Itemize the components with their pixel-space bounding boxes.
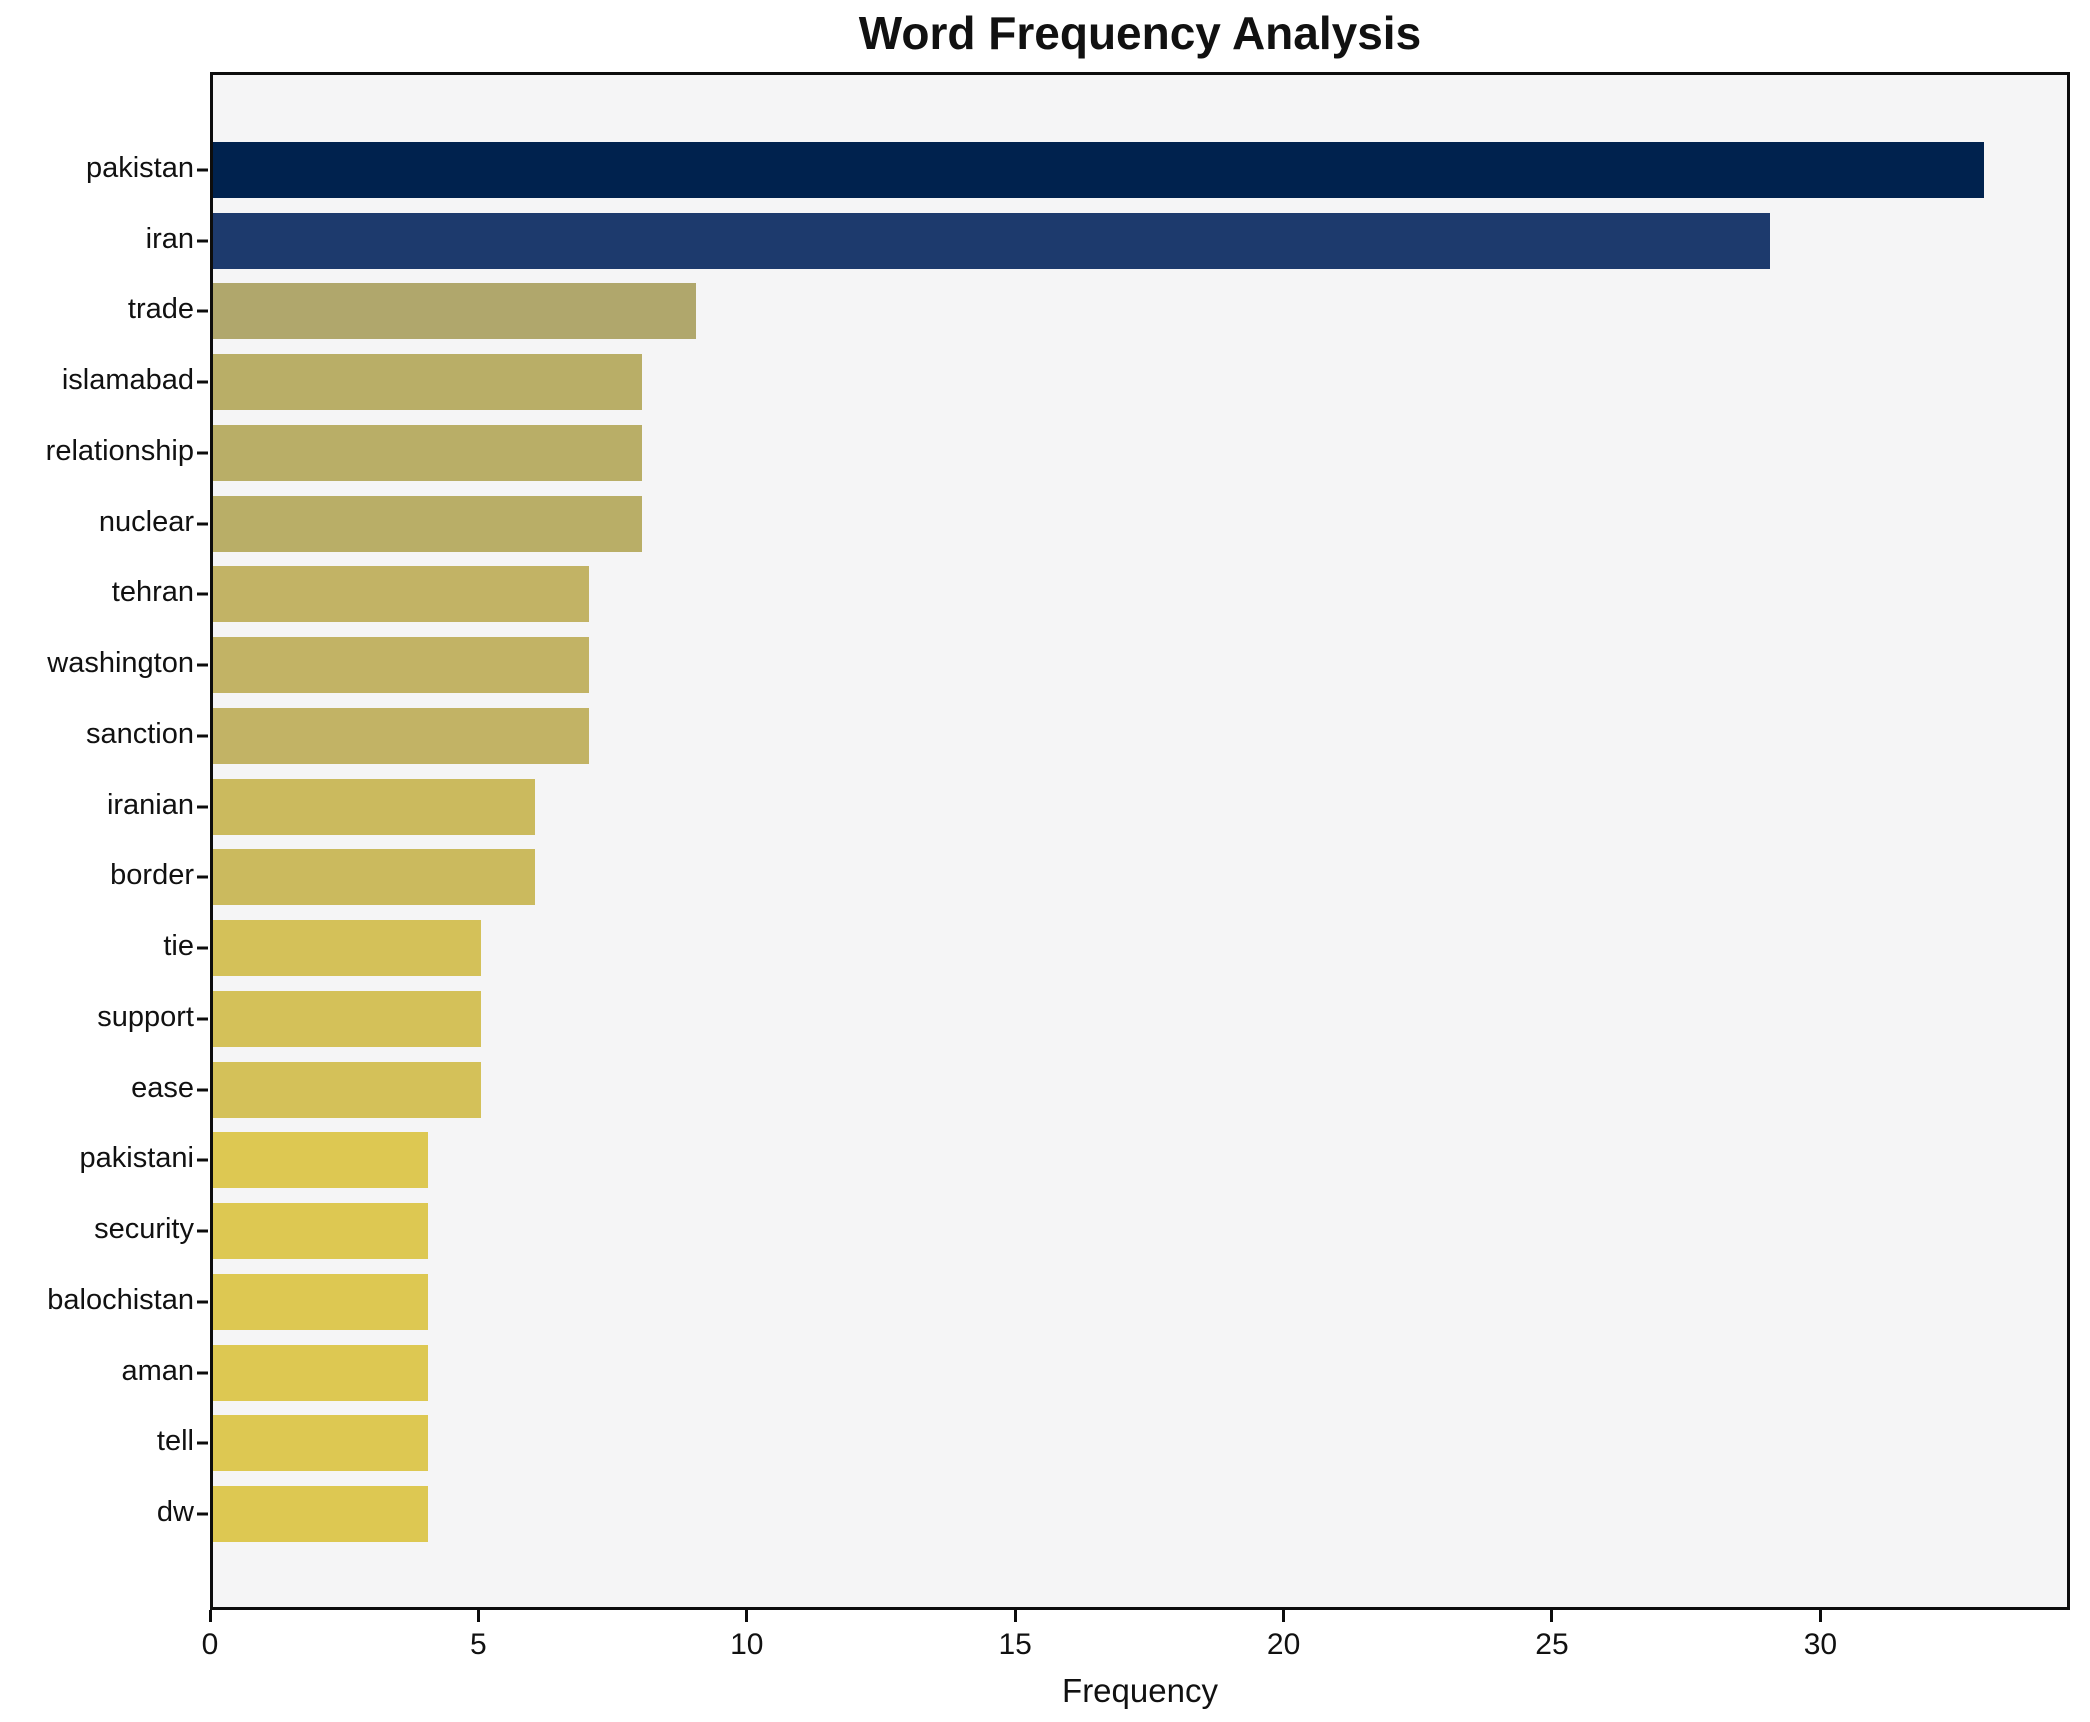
y-axis-label: trade	[127, 293, 194, 326]
bar-nuclear	[213, 495, 643, 552]
y-tick-mark	[197, 875, 208, 879]
bar-row: dw	[0, 1479, 2090, 1550]
y-axis-label: dw	[156, 1496, 194, 1529]
chart-title: Word Frequency Analysis	[858, 7, 1422, 59]
bar-tie	[213, 920, 482, 977]
bar-row: tehran	[0, 559, 2090, 630]
y-axis-label: sanction	[85, 718, 194, 751]
bar-row: border	[0, 842, 2090, 913]
y-axis-label: islamabad	[61, 364, 194, 397]
y-axis-label: pakistan	[85, 152, 194, 185]
bar-tell	[213, 1415, 428, 1472]
y-tick-mark	[197, 1371, 208, 1375]
y-axis-label: aman	[121, 1354, 194, 1387]
bar-sanction	[213, 707, 589, 764]
bar-row: aman	[0, 1337, 2090, 1408]
bar-tehran	[213, 566, 589, 623]
y-axis-label: pakistani	[79, 1142, 194, 1175]
y-tick-mark	[197, 946, 208, 950]
y-tick-mark	[197, 1300, 208, 1304]
bar-row: balochistan	[0, 1266, 2090, 1337]
y-tick-mark	[197, 239, 208, 243]
bar-row: nuclear	[0, 488, 2090, 559]
x-tick-label: 25	[1535, 1628, 1569, 1661]
y-axis-label: washington	[47, 647, 194, 680]
bar-support	[213, 990, 482, 1047]
bar-iranian	[213, 778, 536, 835]
y-tick-mark	[197, 1088, 208, 1092]
bar-washington	[213, 637, 589, 694]
bar-row: iran	[0, 205, 2090, 276]
y-axis-label: tehran	[111, 576, 194, 609]
bar-row: sanction	[0, 701, 2090, 772]
bar-balochistan	[213, 1273, 428, 1330]
y-tick-mark	[197, 522, 208, 526]
bar-row: tie	[0, 913, 2090, 984]
y-tick-mark	[197, 168, 208, 172]
x-axis-title: Frequency	[1062, 1672, 1218, 1709]
bar-row: support	[0, 983, 2090, 1054]
bar-pakistan	[213, 141, 1985, 198]
x-tick-mark	[1013, 1610, 1017, 1622]
bar-row: pakistani	[0, 1125, 2090, 1196]
x-tick-label: 20	[1266, 1628, 1301, 1661]
x-tick-label: 0	[201, 1628, 219, 1661]
x-tick-mark	[1282, 1610, 1286, 1622]
bar-iran	[213, 212, 1770, 269]
bar-row: trade	[0, 276, 2090, 347]
x-tick-mark	[208, 1610, 212, 1622]
y-axis-label: tell	[156, 1425, 194, 1458]
y-axis-label: iran	[145, 222, 194, 255]
y-axis-label: support	[97, 1001, 194, 1034]
y-axis-label: border	[110, 859, 194, 892]
bar-row: iranian	[0, 771, 2090, 842]
y-axis-label: ease	[131, 1071, 194, 1104]
bar-security	[213, 1203, 428, 1260]
bar-pakistani	[213, 1132, 428, 1189]
y-tick-mark	[197, 1441, 208, 1445]
x-tick-label: 5	[470, 1628, 487, 1661]
bar-row: washington	[0, 630, 2090, 701]
y-tick-mark	[197, 734, 208, 738]
y-tick-mark	[197, 380, 208, 384]
bar-row: ease	[0, 1054, 2090, 1125]
bar-row: relationship	[0, 418, 2090, 489]
bar-row: tell	[0, 1408, 2090, 1479]
bar-border	[213, 849, 536, 906]
y-axis-label: security	[94, 1213, 194, 1246]
y-axis-label: balochistan	[47, 1283, 194, 1316]
bar-ease	[213, 1061, 482, 1118]
x-tick-mark	[476, 1610, 480, 1622]
y-tick-mark	[197, 1017, 208, 1021]
y-axis-label: relationship	[45, 435, 194, 468]
bar-row: pakistan	[0, 135, 2090, 206]
x-tick-label: 30	[1803, 1628, 1838, 1661]
bar-row: islamabad	[0, 347, 2090, 418]
y-tick-mark	[197, 451, 208, 455]
y-tick-mark	[197, 1229, 208, 1233]
bar-row: security	[0, 1196, 2090, 1267]
y-axis-label: nuclear	[98, 505, 194, 538]
x-tick-label: 10	[730, 1628, 764, 1661]
x-tick-mark	[1818, 1610, 1822, 1622]
x-tick-mark	[745, 1610, 749, 1622]
bar-dw	[213, 1486, 428, 1543]
x-tick-mark	[1550, 1610, 1554, 1622]
y-axis-label: iranian	[106, 788, 194, 821]
y-tick-mark	[197, 1158, 208, 1162]
y-tick-mark	[197, 592, 208, 596]
bar-aman	[213, 1344, 428, 1401]
y-tick-mark	[197, 663, 208, 667]
x-tick-label: 15	[998, 1628, 1032, 1661]
y-tick-mark	[197, 309, 208, 313]
bar-islamabad	[213, 354, 643, 411]
y-tick-mark	[197, 1512, 208, 1516]
y-axis-label: tie	[163, 930, 194, 963]
bar-relationship	[213, 424, 643, 481]
y-tick-mark	[197, 805, 208, 809]
bar-trade	[213, 283, 697, 340]
